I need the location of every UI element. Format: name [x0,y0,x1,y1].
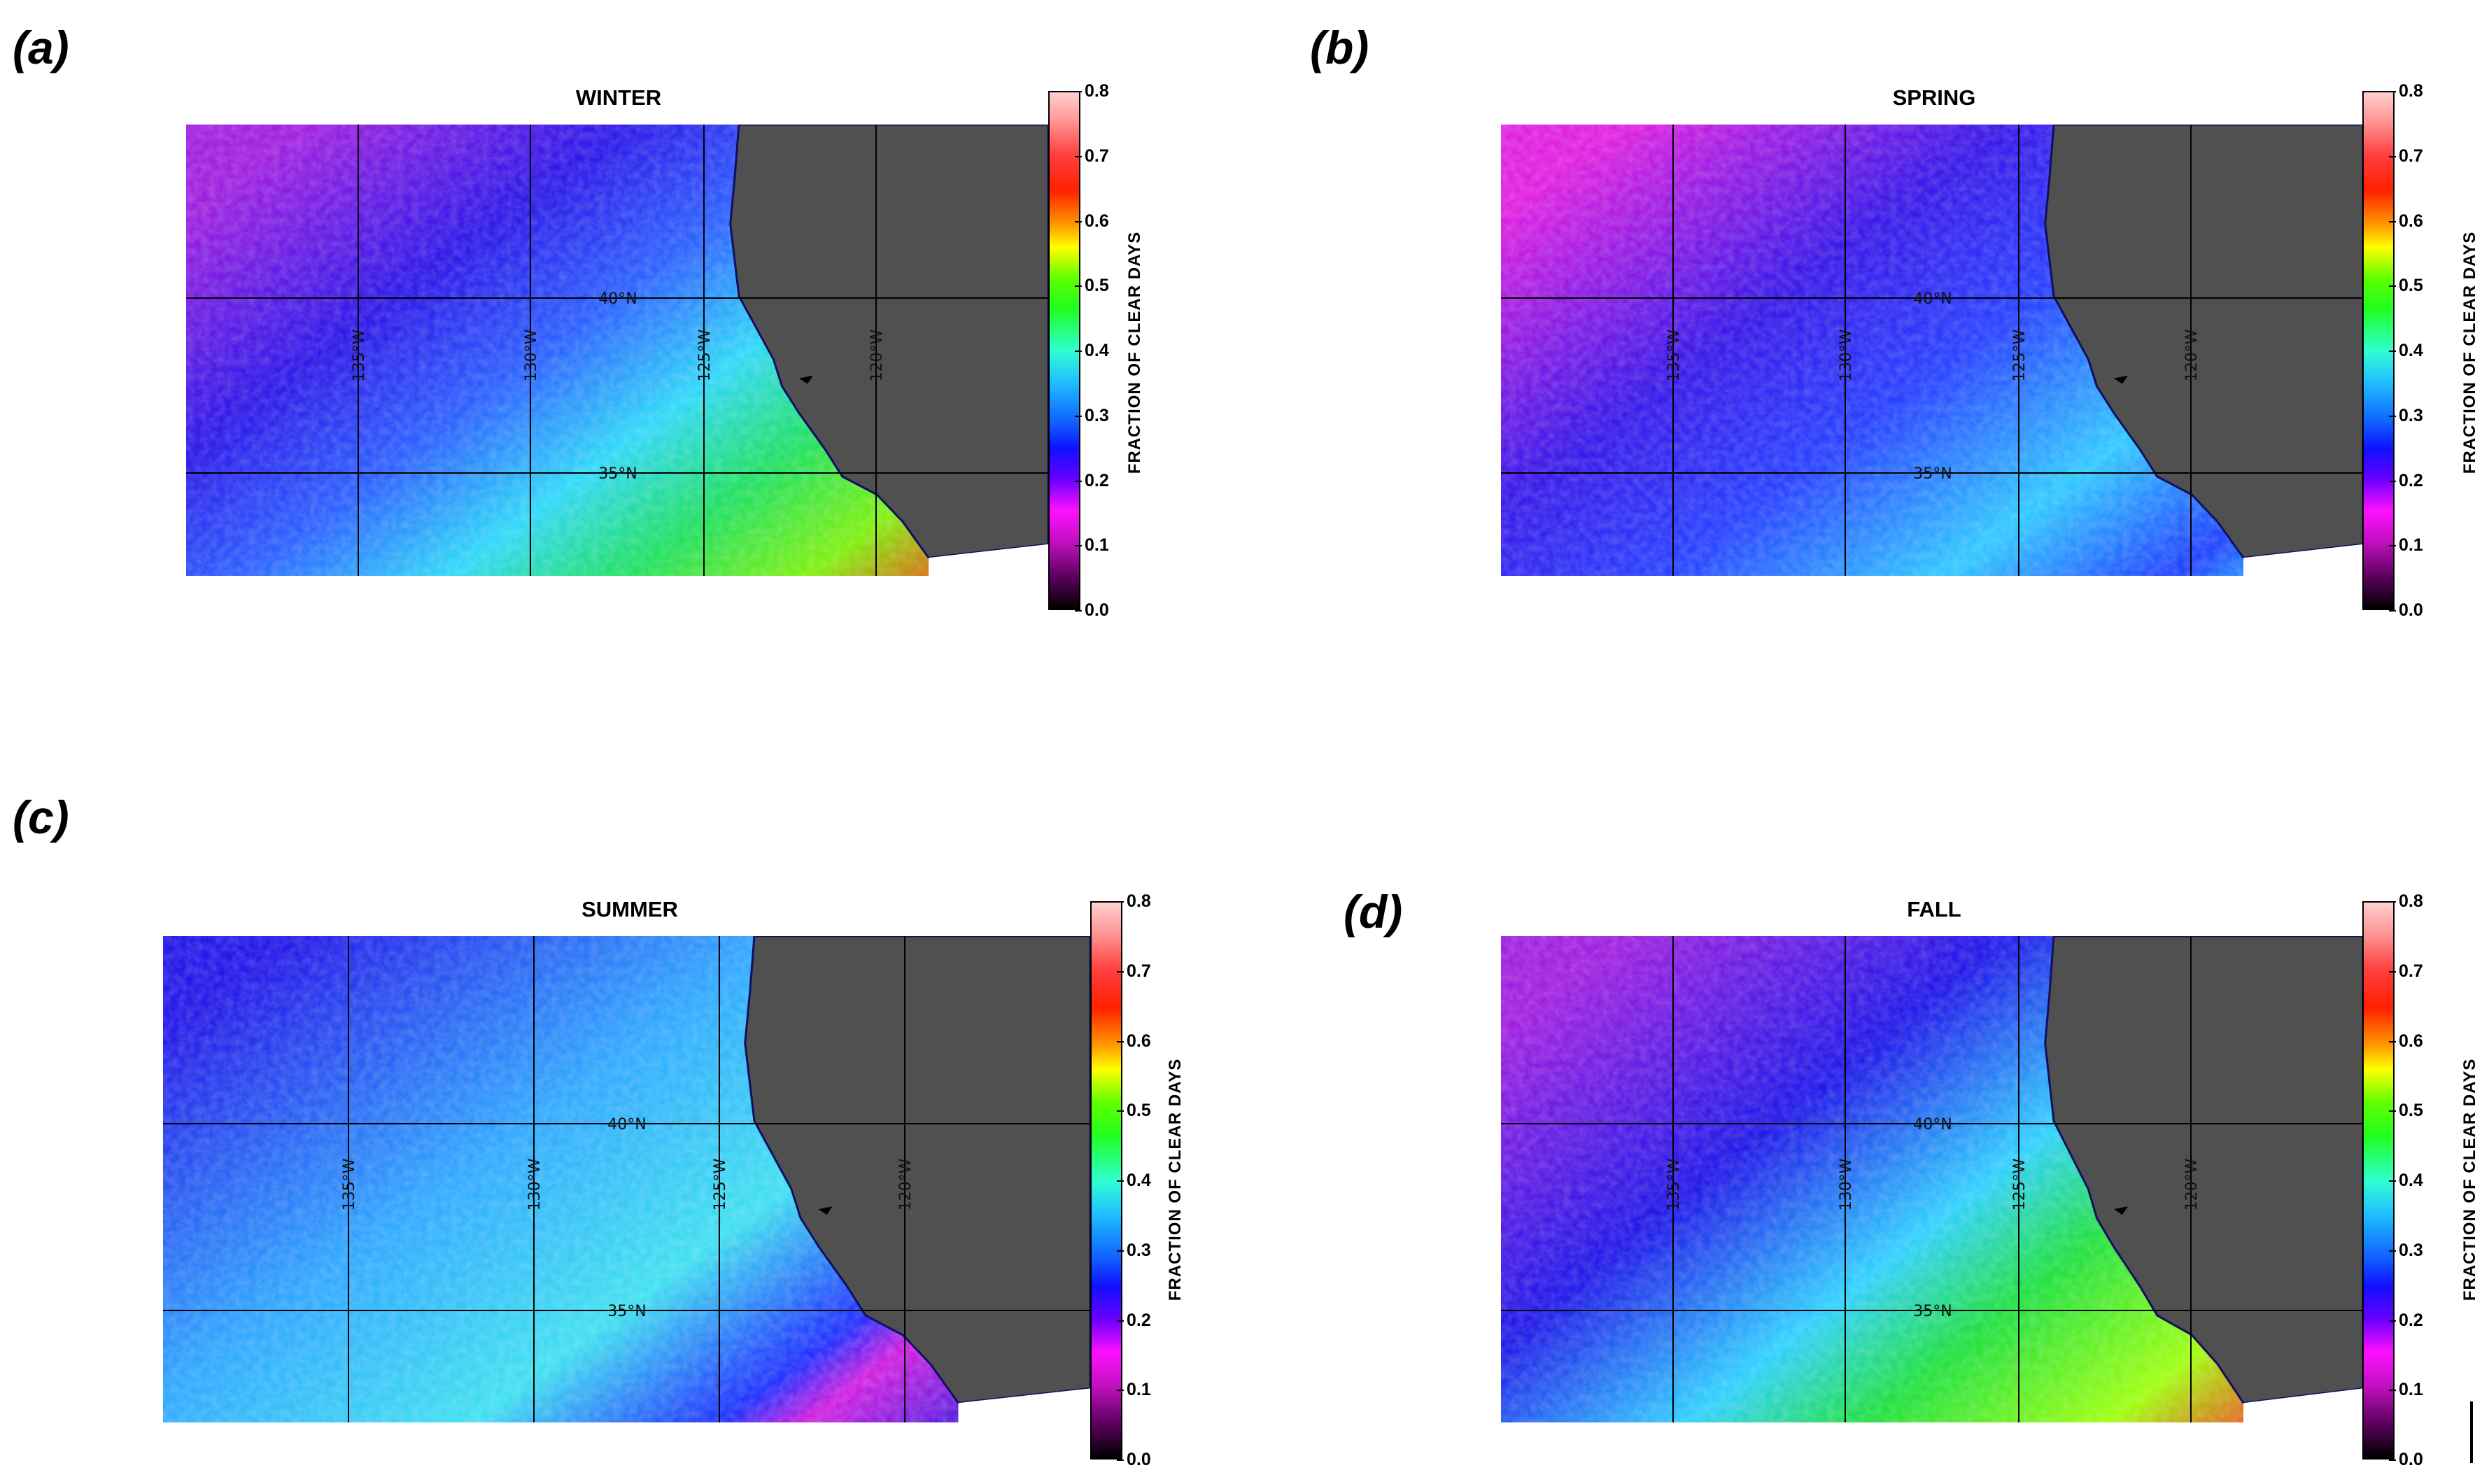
colorbar-tick-a-0.0: 0.0 [1075,600,1109,620]
colorbar-tick-d-0.2: 0.2 [2389,1310,2423,1330]
colorbar-tick-a-0.1: 0.1 [1075,535,1109,556]
lon-label-c-2: 125°W [712,1158,729,1210]
map-outside-b [2243,544,2363,576]
panel-title-winter: WINTER [575,85,662,110]
map-outside-c [958,1388,1090,1422]
lon-label-a-3: 120°W [868,329,886,381]
colorbar-tick-b-0.2: 0.2 [2389,470,2423,490]
colorbar-tick-c-0.7: 0.7 [1117,961,1151,981]
map-summer: 40°N 35°N 135°W 130°W 125°W 120°W [163,936,1090,1422]
map-svg-c: 40°N 35°N 135°W 130°W 125°W 120°W [163,936,1090,1422]
bay-b [2105,372,2128,384]
panel-label-d: (d) [1344,886,1403,938]
map-spring: 40°N 35°N 135°W 130°W 125°W 120°W [1501,125,2363,576]
colorbar-tick-b-0.5: 0.5 [2389,276,2423,296]
map-outside-a [929,544,1048,576]
colorbar-label-a: FRACTION OF CLEAR DAYS [1125,231,1144,474]
bay-c [810,1203,833,1215]
lat-label-d-1: 35°N [1913,1303,1952,1320]
lon-label-d-0: 135°W [1665,1158,1683,1210]
colorbar-tick-b-0.8: 0.8 [2389,81,2423,101]
panel-label-b: (b) [1310,22,1369,73]
map-svg-d: 40°N 35°N 135°W 130°W 125°W 120°W [1501,936,2363,1422]
lat-label-a-1: 35°N [598,465,637,483]
colorbar-tick-a-0.7: 0.7 [1075,146,1109,166]
colorbar-tick-d-0.6: 0.6 [2389,1031,2423,1051]
lon-label-a-2: 125°W [696,329,714,381]
colorbar-tick-d-0.3: 0.3 [2389,1240,2423,1260]
colorbar-tick-c-0.2: 0.2 [1117,1310,1151,1330]
colorbar-tick-c-0.4: 0.4 [1117,1171,1151,1190]
panel-title-summer: SUMMER [581,897,678,921]
colorbar-tick-c-0.1: 0.1 [1117,1380,1151,1400]
lon-label-c-0: 135°W [341,1158,358,1210]
lat-label-c-1: 35°N [607,1303,646,1320]
panel-title-spring: SPRING [1892,85,1976,110]
map-outside-d [2243,1388,2363,1422]
lat-label-c-0: 40°N [607,1116,646,1133]
colorbar-tick-d-0.8: 0.8 [2389,891,2423,911]
colorbar-tick-c-0.6: 0.6 [1117,1031,1151,1051]
lat-label-b-0: 40°N [1913,290,1952,308]
lat-label-b-1: 35°N [1913,465,1952,483]
map-winter: 40°N 35°N 135°W 130°W 125°W 120°W [186,125,1048,576]
colorbar-tick-b-0.3: 0.3 [2389,405,2423,425]
colorbar-label-b: FRACTION OF CLEAR DAYS [2460,231,2479,474]
colorbar-tick-c-0.3: 0.3 [1117,1240,1151,1260]
colorbar-tick-a-0.6: 0.6 [1075,211,1109,231]
lon-label-a-1: 130°W [523,329,540,381]
colorbar-tick-d-0.7: 0.7 [2389,961,2423,981]
lon-label-d-2: 125°W [2011,1158,2029,1210]
colorbar-tick-c-0.5: 0.5 [1117,1101,1151,1121]
map-svg-b: 40°N 35°N 135°W 130°W 125°W 120°W [1501,125,2363,576]
colorbar-tick-a-0.3: 0.3 [1075,405,1109,425]
colorbar-tick-d-0.4: 0.4 [2389,1171,2423,1190]
colorbar-tick-c-0.0: 0.0 [1117,1450,1151,1469]
colorbar-tick-b-0.7: 0.7 [2389,146,2423,166]
lon-label-d-1: 130°W [1838,1158,1855,1210]
lon-label-d-3: 120°W [2183,1158,2201,1210]
bay-d [2105,1203,2128,1215]
colorbar-label-d: FRACTION OF CLEAR DAYS [2460,1058,2479,1301]
colorbar-tick-a-0.5: 0.5 [1075,276,1109,296]
colorbar-tick-a-0.2: 0.2 [1075,470,1109,490]
colorbar-tick-a-0.8: 0.8 [1075,81,1109,101]
colorbar-tick-d-0.1: 0.1 [2389,1380,2423,1400]
colorbar-tick-b-0.1: 0.1 [2389,535,2423,556]
colorbar-tick-a-0.4: 0.4 [1075,341,1109,360]
lat-label-a-0: 40°N [598,290,637,308]
colorbar-tick-b-0.6: 0.6 [2389,211,2423,231]
bay-a [790,372,813,384]
lon-label-c-1: 130°W [526,1158,544,1210]
panel-title-fall: FALL [1907,897,1961,921]
lon-label-a-0: 135°W [351,329,368,381]
scale-mark [2470,1401,2473,1463]
lon-label-b-0: 135°W [1665,329,1683,381]
colorbar-label-c: FRACTION OF CLEAR DAYS [1166,1058,1185,1301]
colorbar-tick-b-0.0: 0.0 [2389,600,2423,620]
colorbar-tick-c-0.8: 0.8 [1117,891,1151,911]
panel-label-c: (c) [13,791,69,843]
lat-label-d-0: 40°N [1913,1116,1952,1133]
lon-label-b-3: 120°W [2183,329,2201,381]
colorbar-tick-d-0.5: 0.5 [2389,1101,2423,1121]
map-svg-a: 40°N 35°N 135°W 130°W 125°W 120°W [186,125,1048,576]
lon-label-b-1: 130°W [1838,329,1855,381]
panel-label-a: (a) [13,22,69,73]
lon-label-c-3: 120°W [897,1158,915,1210]
lon-label-b-2: 125°W [2011,329,2029,381]
colorbar-tick-d-0.0: 0.0 [2389,1450,2423,1469]
map-fall: 40°N 35°N 135°W 130°W 125°W 120°W [1501,936,2363,1422]
colorbar-tick-b-0.4: 0.4 [2389,341,2423,360]
